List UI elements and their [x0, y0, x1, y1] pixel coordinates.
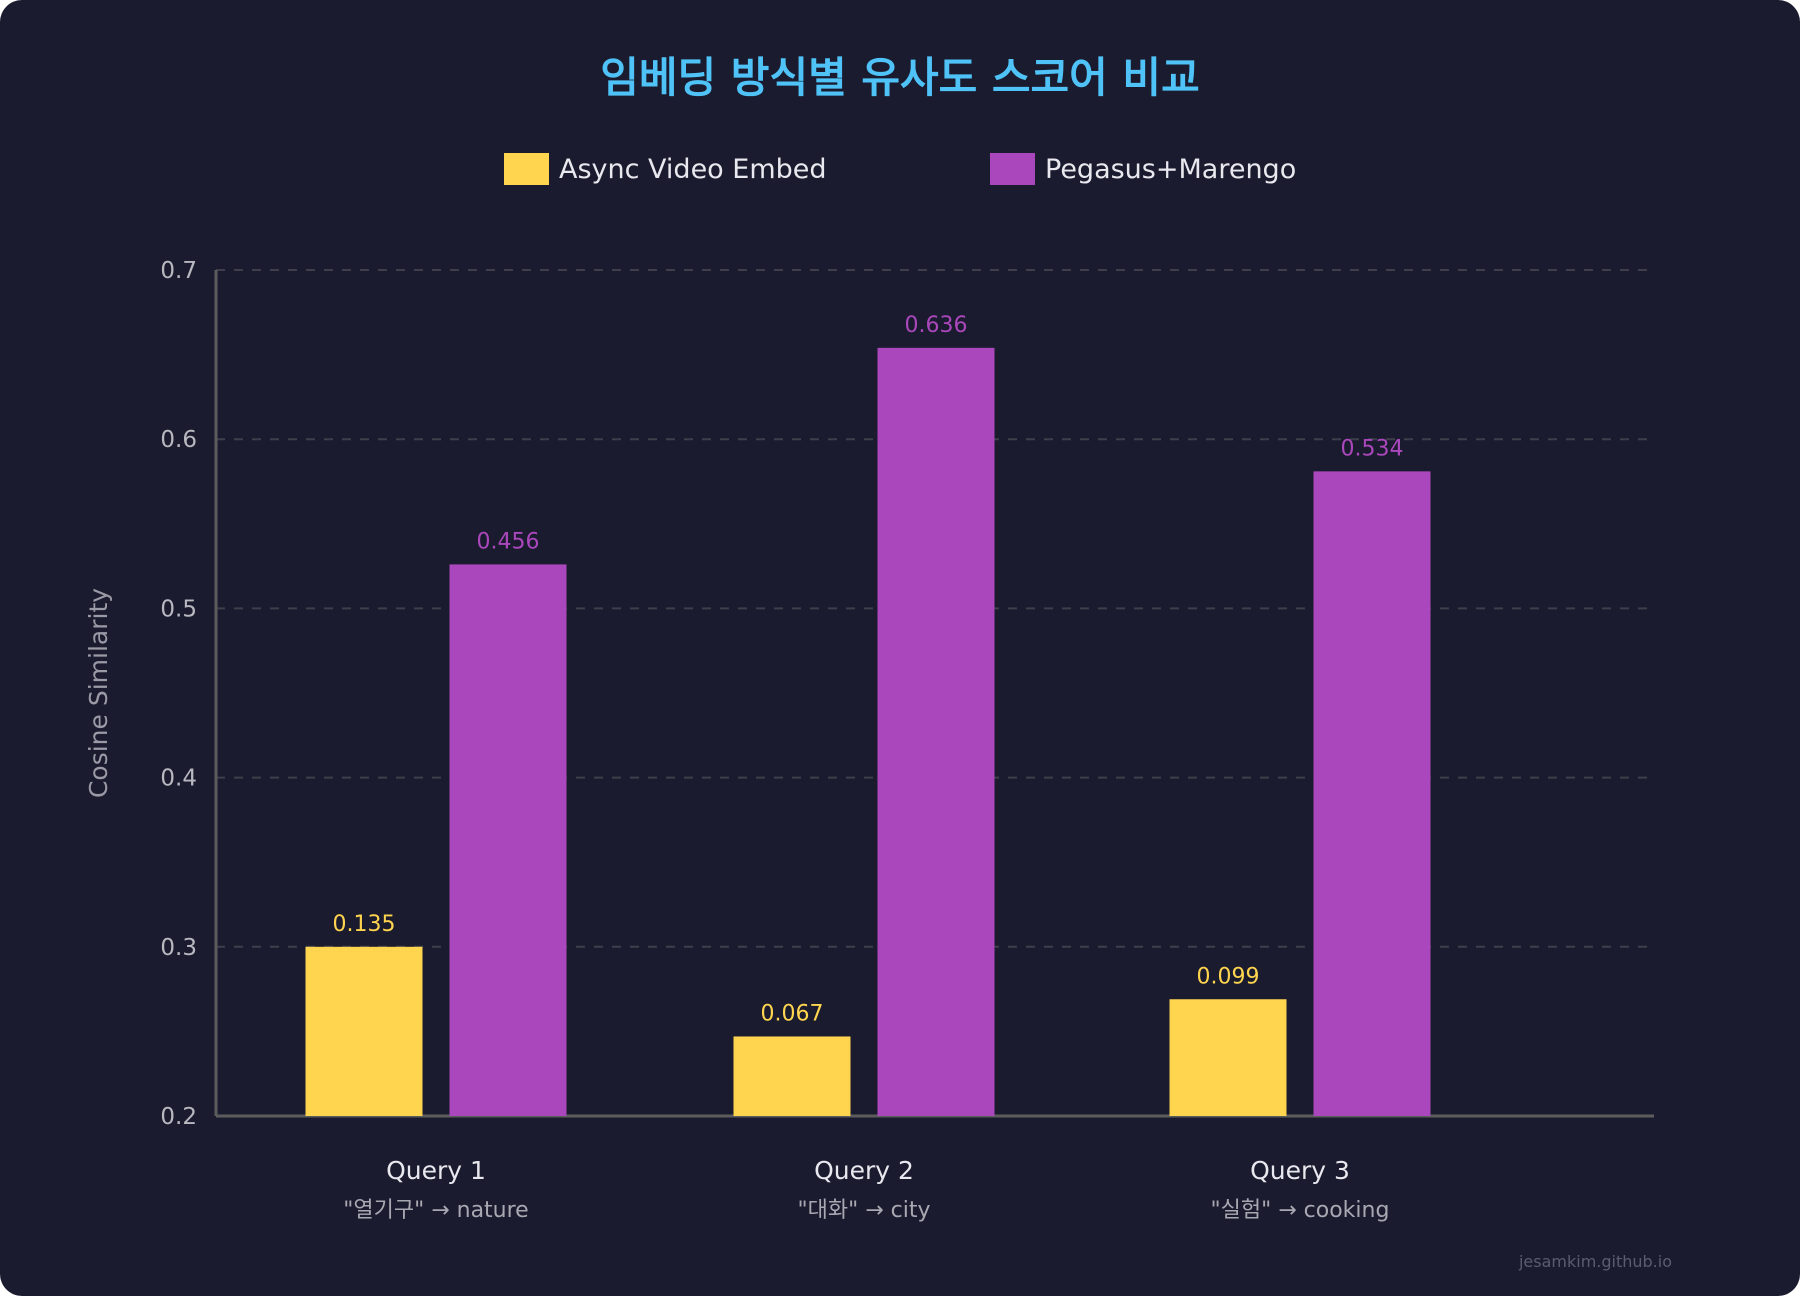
bar-async-video-embed [305, 946, 423, 1116]
legend-swatch-yellow [504, 153, 549, 185]
y-tick-label: 0.4 [160, 766, 197, 792]
x-tick-sublabel: "열기구" → nature [343, 1198, 528, 1223]
legend-item-async-video-embed: Async Video Embed [504, 152, 827, 186]
x-tick-sublabel: "대화" → city [798, 1198, 931, 1223]
x-tick-label: Query 3 [1250, 1156, 1350, 1185]
watermark: jesamkim.github.io [1518, 1252, 1672, 1271]
data-label: 0.456 [477, 529, 540, 554]
legend-item-pegasus-marengo: Pegasus+Marengo [990, 152, 1296, 186]
bar-pegasus-marengo [877, 347, 995, 1116]
data-label: 0.099 [1197, 964, 1260, 989]
y-tick-label: 0.6 [160, 427, 197, 453]
data-label: 0.636 [905, 313, 968, 338]
bar-async-video-embed [733, 1036, 851, 1116]
y-tick-label: 0.3 [160, 935, 197, 961]
x-tick-label: Query 2 [814, 1156, 914, 1185]
data-label: 0.135 [333, 912, 396, 937]
y-axis-label: Cosine Similarity [84, 588, 113, 798]
bar-pegasus-marengo [449, 564, 567, 1116]
y-tick-label: 0.2 [160, 1104, 197, 1130]
legend-label: Pegasus+Marengo [1045, 153, 1297, 185]
bar-pegasus-marengo [1313, 471, 1431, 1116]
chart-title: 임베딩 방식별 유사도 스코어 비교 [600, 53, 1200, 102]
legend-swatch-purple [990, 153, 1035, 185]
x-tick-sublabel: "실험" → cooking [1211, 1198, 1390, 1223]
x-tick-label: Query 1 [386, 1156, 486, 1185]
data-label: 0.534 [1341, 436, 1404, 461]
y-tick-label: 0.7 [160, 258, 197, 284]
y-tick-label: 0.5 [160, 596, 197, 622]
data-label: 0.067 [761, 1001, 824, 1026]
legend-label: Async Video Embed [559, 153, 827, 185]
bar-async-video-embed [1169, 999, 1287, 1116]
